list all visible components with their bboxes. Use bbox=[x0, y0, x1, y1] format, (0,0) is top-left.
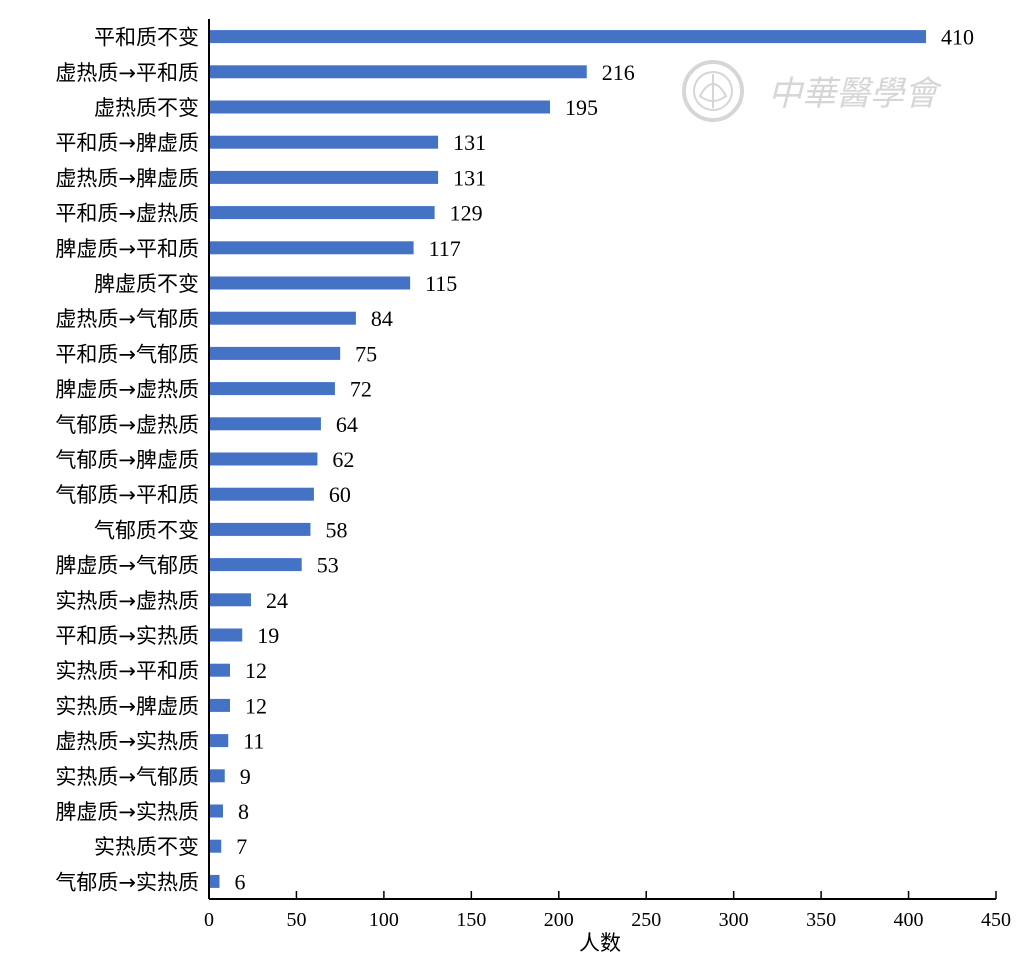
bar bbox=[209, 593, 251, 607]
category-label: 平和质→脾虚质 bbox=[55, 131, 199, 155]
category-label: 气郁质→平和质 bbox=[55, 483, 199, 507]
bar bbox=[209, 452, 318, 466]
bar bbox=[209, 839, 222, 853]
category-label: 气郁质→脾虚质 bbox=[55, 448, 199, 472]
x-tick-label: 450 bbox=[981, 909, 1011, 931]
data-label: 115 bbox=[425, 271, 457, 296]
data-label: 216 bbox=[602, 60, 635, 85]
x-tick-label: 200 bbox=[544, 909, 574, 931]
x-tick-label: 350 bbox=[806, 909, 836, 931]
bar bbox=[209, 734, 229, 748]
category-label: 平和质→虚热质 bbox=[55, 202, 199, 226]
bar bbox=[209, 487, 314, 501]
bar bbox=[209, 522, 311, 536]
data-label: 8 bbox=[238, 799, 249, 824]
data-label: 131 bbox=[453, 165, 486, 190]
watermark-seal-icon bbox=[682, 60, 744, 122]
data-label: 24 bbox=[266, 588, 288, 613]
category-label: 实热质→平和质 bbox=[55, 659, 199, 683]
x-tick-label: 300 bbox=[719, 909, 749, 931]
bar bbox=[209, 346, 341, 360]
x-axis-ticks: 0 50 100 150 200 250 300 350 400 450 bbox=[204, 891, 1011, 931]
bar bbox=[209, 698, 230, 712]
category-label: 气郁质→虚热质 bbox=[55, 413, 199, 437]
bar bbox=[209, 30, 927, 44]
data-label: 75 bbox=[355, 341, 377, 366]
watermark-text: 中華醫學會 bbox=[768, 74, 943, 114]
bar bbox=[209, 100, 551, 114]
bar bbox=[209, 241, 414, 255]
data-label: 12 bbox=[245, 658, 267, 683]
data-label: 11 bbox=[243, 729, 264, 754]
x-tick-label: 150 bbox=[456, 909, 486, 931]
category-label: 实热质→脾虚质 bbox=[55, 694, 199, 718]
axes bbox=[208, 19, 996, 900]
x-tick-label: 0 bbox=[204, 909, 214, 931]
data-label: 19 bbox=[257, 623, 279, 648]
bar bbox=[209, 804, 223, 818]
data-label: 62 bbox=[332, 447, 354, 472]
x-tick-label: 400 bbox=[894, 909, 924, 931]
data-label: 60 bbox=[329, 482, 351, 507]
data-label: 58 bbox=[325, 517, 347, 542]
bars bbox=[209, 30, 927, 888]
bar bbox=[209, 135, 439, 149]
watermark: 中華醫學會 bbox=[682, 60, 943, 122]
value-labels: 4102161951311311291171158475726462605853… bbox=[234, 25, 974, 895]
category-labels: 平和质不变虚热质→平和质虚热质不变平和质→脾虚质虚热质→脾虚质平和质→虚热质脾虚… bbox=[55, 26, 199, 895]
data-label: 131 bbox=[453, 130, 486, 155]
bar bbox=[209, 311, 356, 325]
bar bbox=[209, 65, 587, 79]
category-label: 脾虚质→实热质 bbox=[55, 800, 199, 824]
data-label: 7 bbox=[236, 834, 247, 859]
category-label: 平和质不变 bbox=[94, 26, 199, 50]
data-label: 195 bbox=[565, 95, 598, 120]
bar bbox=[209, 769, 225, 783]
data-label: 9 bbox=[240, 764, 251, 789]
category-label: 虚热质→实热质 bbox=[55, 730, 199, 754]
data-label: 84 bbox=[371, 306, 393, 331]
category-label: 虚热质→平和质 bbox=[55, 61, 199, 85]
category-label: 脾虚质→虚热质 bbox=[55, 378, 199, 402]
bar bbox=[209, 417, 321, 431]
x-axis-title: 人数 bbox=[579, 931, 621, 955]
category-label: 气郁质→实热质 bbox=[55, 870, 199, 894]
bar bbox=[209, 874, 220, 888]
category-label: 气郁质不变 bbox=[94, 518, 199, 542]
x-tick-label: 250 bbox=[631, 909, 661, 931]
data-label: 53 bbox=[317, 553, 339, 578]
x-tick-label: 100 bbox=[369, 909, 399, 931]
data-label: 117 bbox=[429, 236, 461, 261]
data-label: 129 bbox=[450, 201, 483, 226]
bar bbox=[209, 276, 411, 290]
category-label: 实热质→虚热质 bbox=[55, 589, 199, 613]
category-label: 实热质不变 bbox=[94, 835, 199, 859]
bar bbox=[209, 170, 439, 184]
category-label: 实热质→气郁质 bbox=[55, 765, 199, 789]
category-label: 脾虚质不变 bbox=[94, 272, 199, 296]
category-label: 平和质→气郁质 bbox=[55, 342, 199, 366]
data-label: 6 bbox=[234, 869, 245, 894]
category-label: 虚热质→脾虚质 bbox=[55, 166, 199, 190]
x-tick-label: 50 bbox=[286, 909, 306, 931]
data-label: 72 bbox=[350, 377, 372, 402]
bar bbox=[209, 206, 435, 220]
category-label: 平和质→实热质 bbox=[55, 624, 199, 648]
category-label: 虚热质→气郁质 bbox=[55, 307, 199, 331]
category-label: 脾虚质→气郁质 bbox=[55, 554, 199, 578]
bar bbox=[209, 558, 302, 572]
data-label: 410 bbox=[941, 25, 974, 50]
bar bbox=[209, 628, 243, 642]
bar bbox=[209, 663, 230, 677]
category-label: 脾虚质→平和质 bbox=[55, 237, 199, 261]
data-label: 12 bbox=[245, 693, 267, 718]
bar bbox=[209, 382, 335, 396]
category-label: 虚热质不变 bbox=[94, 96, 199, 120]
data-label: 64 bbox=[336, 412, 358, 437]
